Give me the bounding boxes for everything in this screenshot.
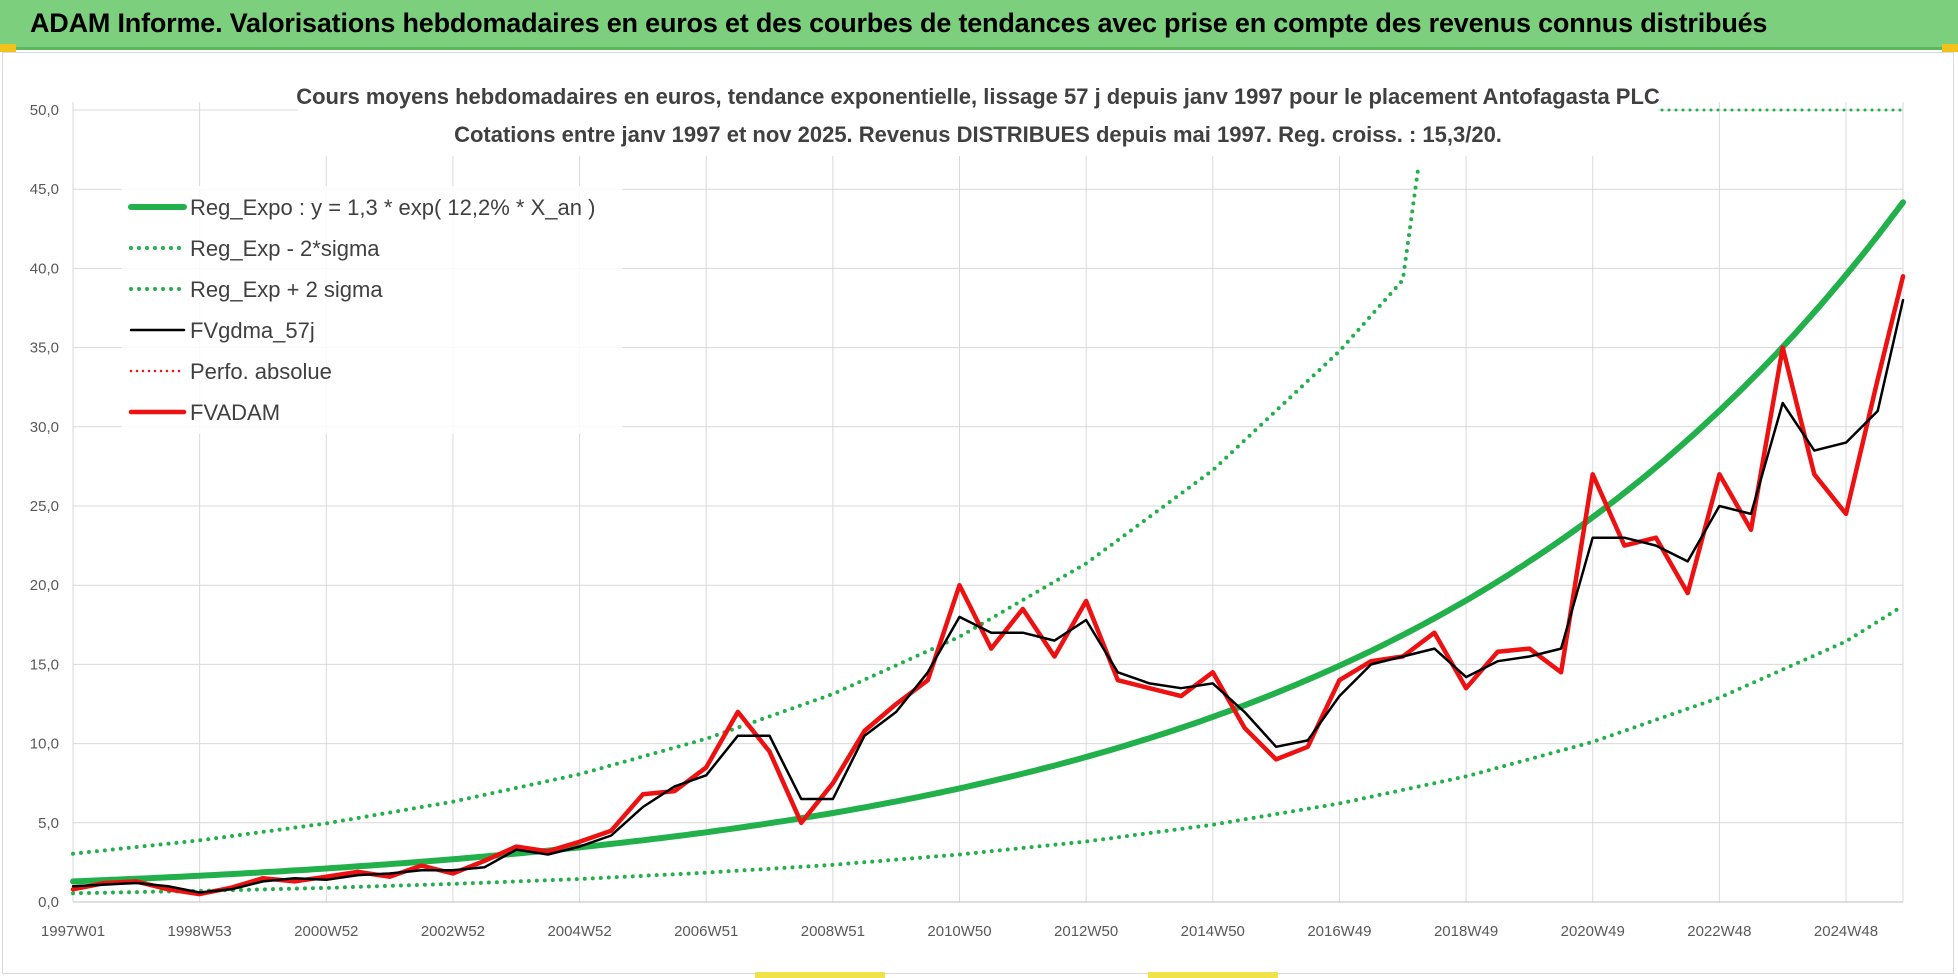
corner-marker-right [1942, 44, 1958, 52]
x-tick-label: 2022W48 [1687, 923, 1751, 940]
x-tick-label: 2006W51 [674, 923, 738, 940]
y-tick-label: 0,0 [38, 894, 59, 911]
y-tick-label: 30,0 [30, 419, 59, 436]
x-tick-label: 2010W50 [927, 923, 991, 940]
legend: Reg_Expo : y = 1,3 * exp( 12,2% * X_an )… [122, 186, 622, 434]
banner-title: ADAM Informe. Valorisations hebdomadaire… [30, 8, 1768, 38]
x-tick-label: 2014W50 [1181, 923, 1245, 940]
series-line-3 [71, 163, 1421, 856]
legend-label: Perfo. absolue [190, 359, 332, 384]
y-tick-label: 20,0 [30, 577, 59, 594]
bottom-marker-2 [1148, 972, 1278, 978]
x-tick-label: 2024W48 [1814, 923, 1878, 940]
x-tick-label: 2008W51 [801, 923, 865, 940]
title-backdrop [298, 78, 1658, 156]
legend-label: FVgdma_57j [190, 318, 315, 343]
x-tick-label: 2004W52 [547, 923, 611, 940]
y-tick-label: 40,0 [30, 260, 59, 277]
legend-label: Reg_Exp + 2 sigma [190, 277, 383, 302]
y-tick-label: 45,0 [30, 181, 59, 198]
chart-subtitle: Cotations entre janv 1997 et nov 2025. R… [454, 122, 1502, 147]
chart-frame [2, 52, 1954, 974]
series-layer [70, 108, 1906, 897]
y-tick-label: 25,0 [30, 498, 59, 515]
corner-marker-left [0, 44, 16, 52]
legend-label: Reg_Exp - 2*sigma [190, 236, 380, 261]
banner: ADAM Informe. Valorisations hebdomadaire… [0, 0, 1958, 50]
chart-title: Cours moyens hebdomadaires en euros, ten… [296, 84, 1660, 109]
x-tick-label: 1998W53 [168, 923, 232, 940]
y-tick-label: 5,0 [38, 815, 59, 832]
x-tick-label: 2018W49 [1434, 923, 1498, 940]
legend-label: Reg_Expo : y = 1,3 * exp( 12,2% * X_an ) [190, 195, 595, 220]
x-tick-label: 2002W52 [421, 923, 485, 940]
y-tick-label: 50,0 [30, 102, 59, 119]
legend-label: FVADAM [190, 400, 280, 425]
legend-box [122, 186, 622, 434]
x-tick-label: 1997W01 [41, 923, 105, 940]
series-line-4 [71, 298, 1905, 894]
y-tick-label: 15,0 [30, 656, 59, 673]
x-tick-label: 2000W52 [294, 923, 358, 940]
x-tick-label: 2016W49 [1307, 923, 1371, 940]
y-tick-label: 10,0 [30, 736, 59, 753]
bottom-marker-1 [755, 972, 885, 978]
x-tick-label: 2012W50 [1054, 923, 1118, 940]
axis-labels: 0,0 5,0 10,0 15,0 20,0 25,0 30,0 35,0 40,0 45,0 50… [30, 102, 1878, 940]
series-line-1 [70, 199, 1906, 885]
series-line-2 [71, 603, 1905, 896]
y-tick-label: 35,0 [30, 340, 59, 357]
x-tick-label: 2020W49 [1561, 923, 1625, 940]
